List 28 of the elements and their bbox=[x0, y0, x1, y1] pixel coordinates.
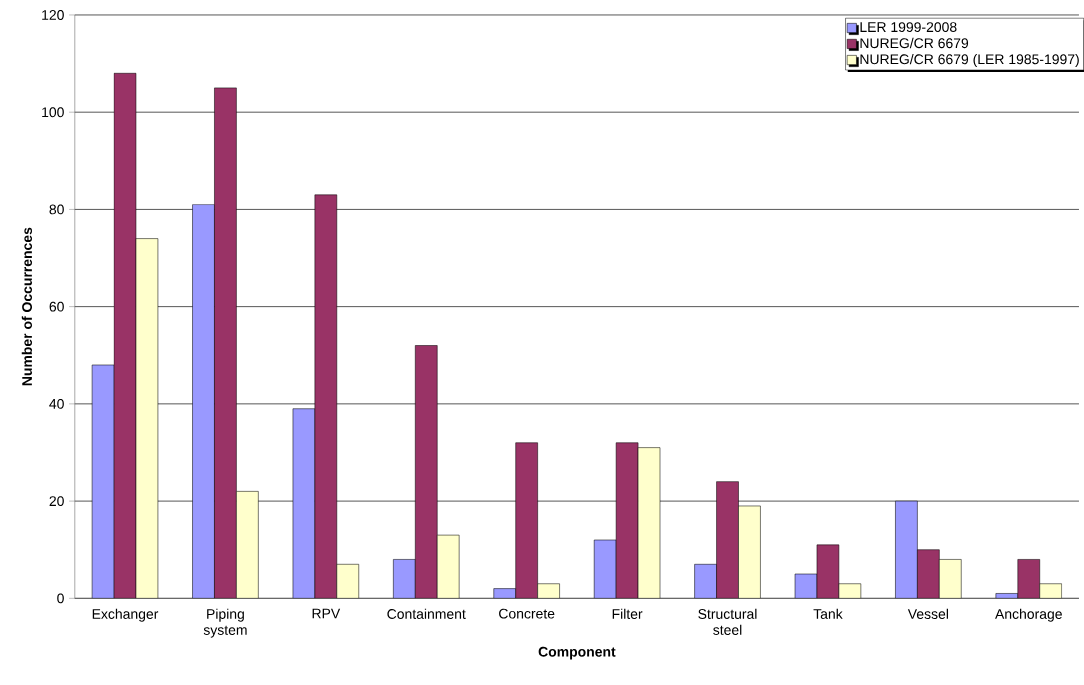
y-tick-label: 20 bbox=[49, 496, 64, 507]
x-tick-label: Tank bbox=[813, 608, 843, 619]
y-axis-title: Number of Occurrences bbox=[21, 227, 33, 386]
x-tick-label: Structural steel bbox=[698, 608, 757, 635]
x-tick-label: Piping system bbox=[203, 608, 247, 638]
x-tick-label: Anchorage bbox=[995, 608, 1062, 622]
x-axis-title: Component bbox=[538, 646, 616, 660]
bar bbox=[895, 500, 918, 599]
y-tick-label: 60 bbox=[49, 301, 64, 312]
y-tick-label: 80 bbox=[49, 204, 64, 215]
x-tick-label: Filter bbox=[612, 608, 643, 619]
bar bbox=[192, 204, 215, 599]
legend-label: NUREG/CR 6679 bbox=[860, 37, 969, 49]
x-tick-label: Concrete bbox=[499, 608, 555, 619]
legend-label: LER 1999-2008 bbox=[860, 22, 957, 32]
x-tick-label: Exchanger bbox=[92, 608, 159, 622]
y-tick-label: 0 bbox=[57, 593, 64, 604]
x-tick-label: Vessel bbox=[907, 608, 948, 619]
bar bbox=[91, 364, 115, 599]
x-tick-label: Containment bbox=[387, 608, 466, 619]
bar bbox=[292, 408, 316, 599]
legend-label: NUREG/CR 6679 (LER 1985-1997) bbox=[860, 53, 1079, 67]
y-tick-label: 40 bbox=[49, 398, 64, 409]
y-tick-label: 100 bbox=[42, 107, 64, 118]
y-tick-label: 120 bbox=[42, 9, 64, 20]
bar bbox=[393, 559, 416, 599]
x-tick-label: RPV bbox=[312, 608, 341, 619]
bar bbox=[694, 563, 717, 599]
